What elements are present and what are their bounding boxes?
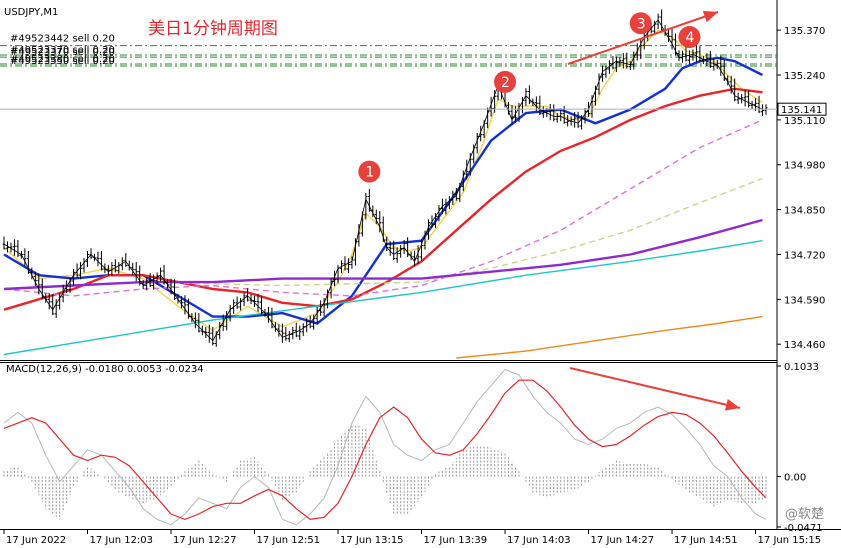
annotation-number: 3 bbox=[637, 16, 646, 32]
y-tick-label: 134.590 bbox=[784, 295, 825, 306]
annotation-marker bbox=[494, 70, 517, 93]
macd-axis: 0.1033 0.00 -0.0471 bbox=[777, 362, 823, 534]
watermark: @软楚 bbox=[785, 507, 824, 522]
ma-yellow-line bbox=[3, 29, 763, 332]
order-lines: #49523442 sell 0.20#49523370 sell 0.20#4… bbox=[0, 34, 777, 67]
x-tick-label: 17 Jun 14:27 bbox=[591, 535, 655, 546]
ma-cyan-line bbox=[3, 240, 763, 356]
price-path bbox=[3, 19, 763, 342]
price-bars bbox=[2, 9, 768, 347]
annotation-title: 美日1分钟周期图 bbox=[148, 19, 278, 39]
price-divergence-arrow bbox=[567, 11, 719, 65]
annotation-number: 4 bbox=[685, 30, 694, 46]
annotation-marker bbox=[678, 26, 701, 49]
price-axis: 135.370 135.240 135.110 134.980 134.850 134.7… bbox=[777, 26, 827, 351]
ma-red-line bbox=[3, 87, 763, 311]
macd-y-tick-label: -0.0471 bbox=[784, 523, 823, 534]
y-tick-label: 135.240 bbox=[784, 71, 825, 82]
moving-averages bbox=[3, 29, 764, 359]
macd-title: MACD(12,26,9) -0.0180 0.0053 -0.0234 bbox=[6, 364, 204, 375]
y-tick-label: 134.850 bbox=[784, 206, 825, 217]
ma-orange-line bbox=[456, 315, 763, 359]
ma-pink-dashed-line bbox=[3, 119, 763, 297]
order-label: #49523370 sell 0.20 bbox=[10, 45, 115, 56]
symbol-label: USDJPY,M1 bbox=[4, 7, 58, 18]
current-price-box bbox=[777, 102, 827, 116]
current-price-label: 135.141 bbox=[781, 105, 822, 116]
signal-line bbox=[3, 379, 767, 521]
x-tick-label: 17 Jun 13:39 bbox=[424, 535, 488, 546]
x-tick-label: 17 Jun 13:15 bbox=[340, 535, 404, 546]
macd-divergence-arrow bbox=[569, 367, 741, 409]
x-tick-label: 17 Jun 12:03 bbox=[90, 535, 154, 546]
annotation-marker bbox=[629, 12, 652, 35]
x-tick-label: 17 Jun 15:15 bbox=[758, 535, 822, 546]
order-label: #49523370 sell 0.20 bbox=[10, 47, 115, 58]
price-divergence-arrow-head bbox=[702, 10, 718, 23]
macd-divergence-arrow-head bbox=[724, 398, 740, 411]
annotations: 1 2 3 4 bbox=[358, 10, 741, 411]
macd-y-tick-label: 0.00 bbox=[784, 473, 806, 484]
x-tick-label: 17 Jun 14:03 bbox=[507, 535, 571, 546]
macd-y-tick-label: 0.1033 bbox=[784, 362, 819, 373]
annotation-number: 2 bbox=[501, 75, 510, 91]
y-tick-label: 134.980 bbox=[784, 161, 825, 172]
order-label: #49523380 sell 0.20 bbox=[10, 54, 115, 65]
x-tick-label: 17 Jun 12:27 bbox=[173, 535, 237, 546]
y-tick-label: 134.460 bbox=[784, 340, 825, 351]
order-label: #49523550 sell 0.20 bbox=[10, 56, 115, 67]
annotation-number: 1 bbox=[365, 165, 374, 181]
macd-indicator bbox=[3, 368, 767, 526]
x-tick-label: 17 Jun 12:51 bbox=[257, 535, 321, 546]
ma-purple-line bbox=[3, 218, 763, 291]
y-tick-label: 135.110 bbox=[784, 116, 825, 127]
macd-line bbox=[3, 368, 767, 526]
x-tick-label: 17 Jun 2022 bbox=[6, 535, 66, 546]
annotation-marker bbox=[358, 160, 381, 183]
y-tick-label: 135.370 bbox=[784, 26, 825, 37]
time-axis: 17 Jun 2022 17 Jun 12:03 17 Jun 12:27 17 Ju… bbox=[3, 529, 822, 546]
x-tick-label: 17 Jun 14:51 bbox=[674, 535, 738, 546]
y-tick-label: 134.720 bbox=[784, 250, 825, 261]
order-label: #49523442 sell 0.20 bbox=[10, 34, 115, 45]
